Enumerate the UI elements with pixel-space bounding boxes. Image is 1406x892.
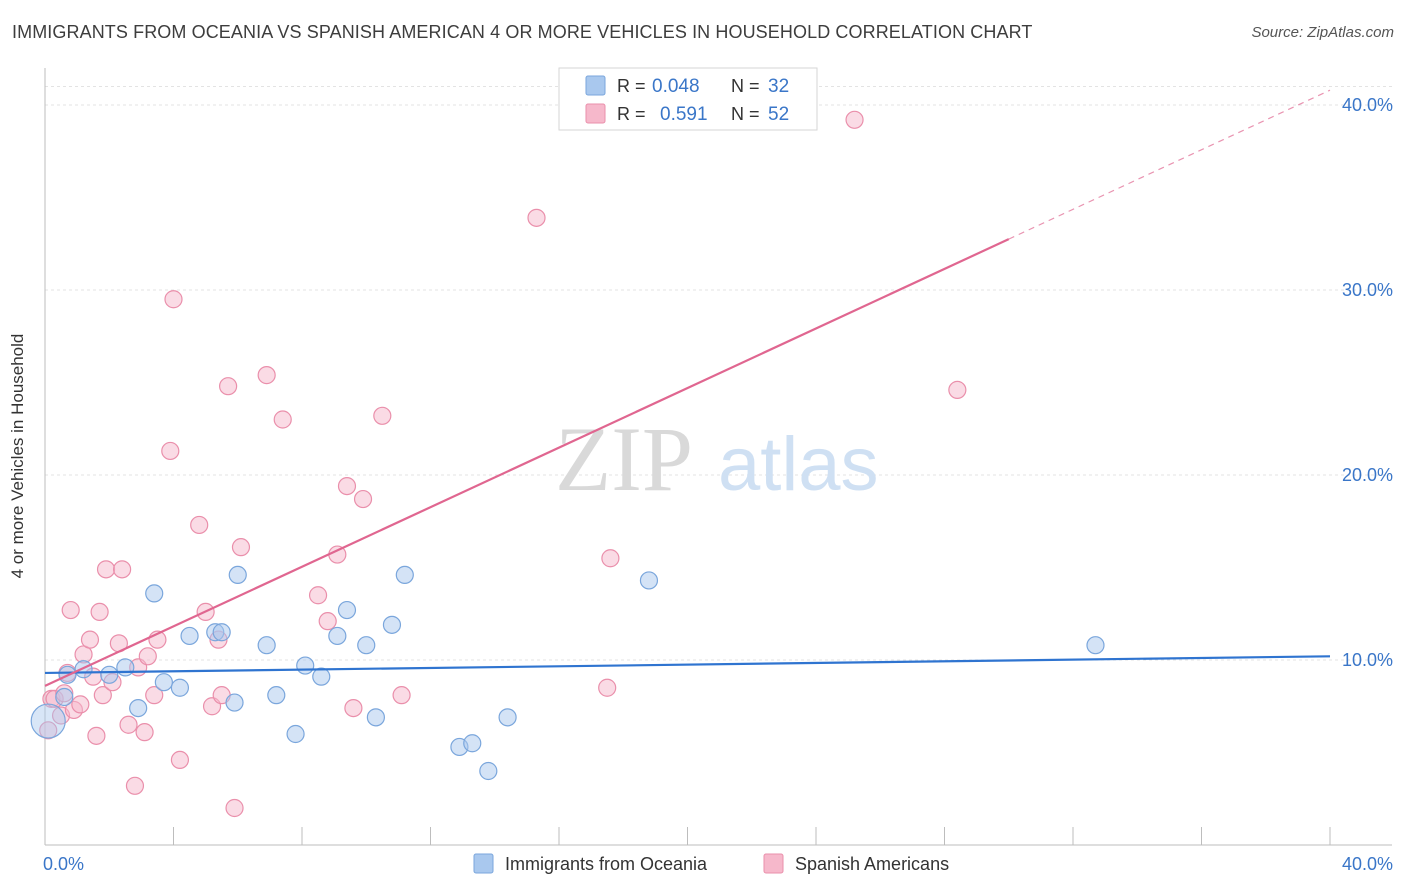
point-oceania-0: [30, 703, 66, 739]
point-oceania-4: [100, 665, 119, 684]
stats-r-value-2: 0.591: [660, 104, 708, 125]
point-oceania-22: [357, 636, 376, 655]
legend-label-spanish: Spanish Americans: [795, 854, 949, 874]
point-spanish-10: [80, 630, 100, 649]
point-oceania-27: [463, 734, 482, 753]
point-oceania-16: [267, 686, 286, 705]
point-spanish-39: [308, 586, 328, 605]
point-oceania-8: [154, 673, 173, 692]
point-spanish-12: [87, 726, 106, 745]
point-oceania-28: [479, 761, 498, 781]
legend: Immigrants from Oceania Spanish American…: [473, 853, 949, 874]
point-oceania-17: [286, 724, 305, 744]
point-oceania-1: [55, 687, 74, 707]
point-oceania-31: [1086, 636, 1105, 655]
point-spanish-50: [845, 110, 864, 129]
legend-label-oceania: Immigrants from Oceania: [505, 854, 708, 874]
point-oceania-24: [382, 615, 402, 634]
point-oceania-21: [337, 600, 357, 620]
x-tick-label-0: 0.0%: [43, 854, 84, 874]
point-oceania-19: [312, 667, 331, 686]
point-spanish-35: [225, 798, 244, 818]
stats-r-label-2: R =: [617, 104, 646, 124]
y-tick-label-1: 20.0%: [1342, 465, 1393, 485]
point-oceania-12: [212, 623, 231, 642]
point-spanish-45: [373, 406, 392, 425]
point-oceania-3: [74, 660, 93, 679]
trend-lines: [44, 89, 1331, 687]
point-spanish-19: [119, 715, 138, 734]
point-oceania-30: [639, 571, 659, 590]
point-spanish-46: [392, 686, 411, 705]
point-oceania-9: [170, 678, 190, 697]
point-spanish-43: [344, 698, 363, 718]
watermark-atlas: atlas: [718, 422, 879, 507]
point-oceania-5: [116, 658, 135, 677]
stats-r-value-1: 0.048: [652, 76, 700, 97]
point-spanish-29: [190, 515, 209, 535]
trend-line-oceania: [44, 655, 1331, 675]
stats-box: R = 0.048 N = 32 R = 0.591 N = 52: [558, 67, 818, 131]
watermark-zip: ZIP: [555, 408, 693, 510]
point-oceania-23: [366, 708, 385, 727]
point-oceania-29: [498, 708, 517, 727]
point-oceania-25: [395, 565, 414, 585]
chart-title: IMMIGRANTS FROM OCEANIA VS SPANISH AMERI…: [12, 22, 1033, 42]
tick-labels: 10.0% 20.0% 30.0% 40.0% 0.0% 40.0%: [43, 95, 1393, 874]
data-points: [30, 110, 1105, 818]
stats-n-label-2: N =: [731, 104, 760, 124]
stats-n-label-1: N =: [731, 76, 760, 96]
point-spanish-15: [96, 560, 116, 579]
point-spanish-51: [948, 380, 967, 399]
y-tick-label-0: 10.0%: [1342, 650, 1393, 670]
watermark: ZIP atlas: [555, 408, 879, 510]
point-oceania-10: [180, 626, 199, 646]
point-spanish-28: [170, 750, 190, 770]
point-spanish-0: [39, 721, 58, 740]
point-spanish-8: [71, 695, 90, 714]
point-spanish-22: [135, 723, 154, 742]
point-spanish-36: [231, 538, 251, 557]
point-spanish-49: [601, 549, 620, 568]
legend-swatch-oceania: [473, 853, 494, 874]
point-spanish-48: [598, 678, 617, 697]
point-spanish-47: [527, 208, 546, 227]
point-spanish-24: [145, 686, 164, 705]
point-oceania-6: [129, 698, 148, 718]
stats-swatch-spanish: [585, 103, 606, 124]
x-tick-label-1: 40.0%: [1342, 854, 1393, 874]
trend-line-spanish-extension: [1008, 89, 1331, 240]
trend-line-spanish: [44, 238, 1010, 687]
source-label: Source: ZipAtlas.com: [1251, 24, 1394, 41]
axes: [44, 68, 1392, 846]
point-spanish-34: [219, 377, 238, 396]
y-tick-label-3: 40.0%: [1342, 95, 1393, 115]
point-spanish-40: [318, 612, 337, 631]
point-oceania-18: [296, 656, 315, 675]
point-spanish-37: [257, 366, 276, 385]
point-spanish-14: [93, 686, 112, 705]
point-oceania-7: [145, 584, 164, 603]
point-spanish-26: [161, 441, 180, 461]
point-spanish-27: [164, 290, 183, 309]
point-oceania-14: [228, 565, 247, 585]
point-spanish-6: [61, 600, 80, 620]
point-spanish-42: [337, 477, 357, 496]
point-oceania-15: [257, 636, 276, 655]
point-spanish-13: [90, 602, 109, 622]
point-spanish-44: [353, 489, 373, 509]
stats-r-label-1: R =: [617, 76, 646, 96]
stats-swatch-oceania: [585, 75, 606, 96]
point-spanish-23: [138, 647, 157, 666]
stats-n-value-1: 32: [768, 76, 789, 97]
point-oceania-13: [225, 693, 244, 712]
point-oceania-20: [328, 626, 347, 646]
legend-swatch-spanish: [763, 853, 784, 874]
y-tick-label-2: 30.0%: [1342, 280, 1393, 300]
point-spanish-38: [273, 410, 292, 429]
point-spanish-18: [112, 560, 132, 579]
stats-n-value-2: 52: [768, 104, 789, 125]
point-spanish-20: [125, 776, 145, 795]
